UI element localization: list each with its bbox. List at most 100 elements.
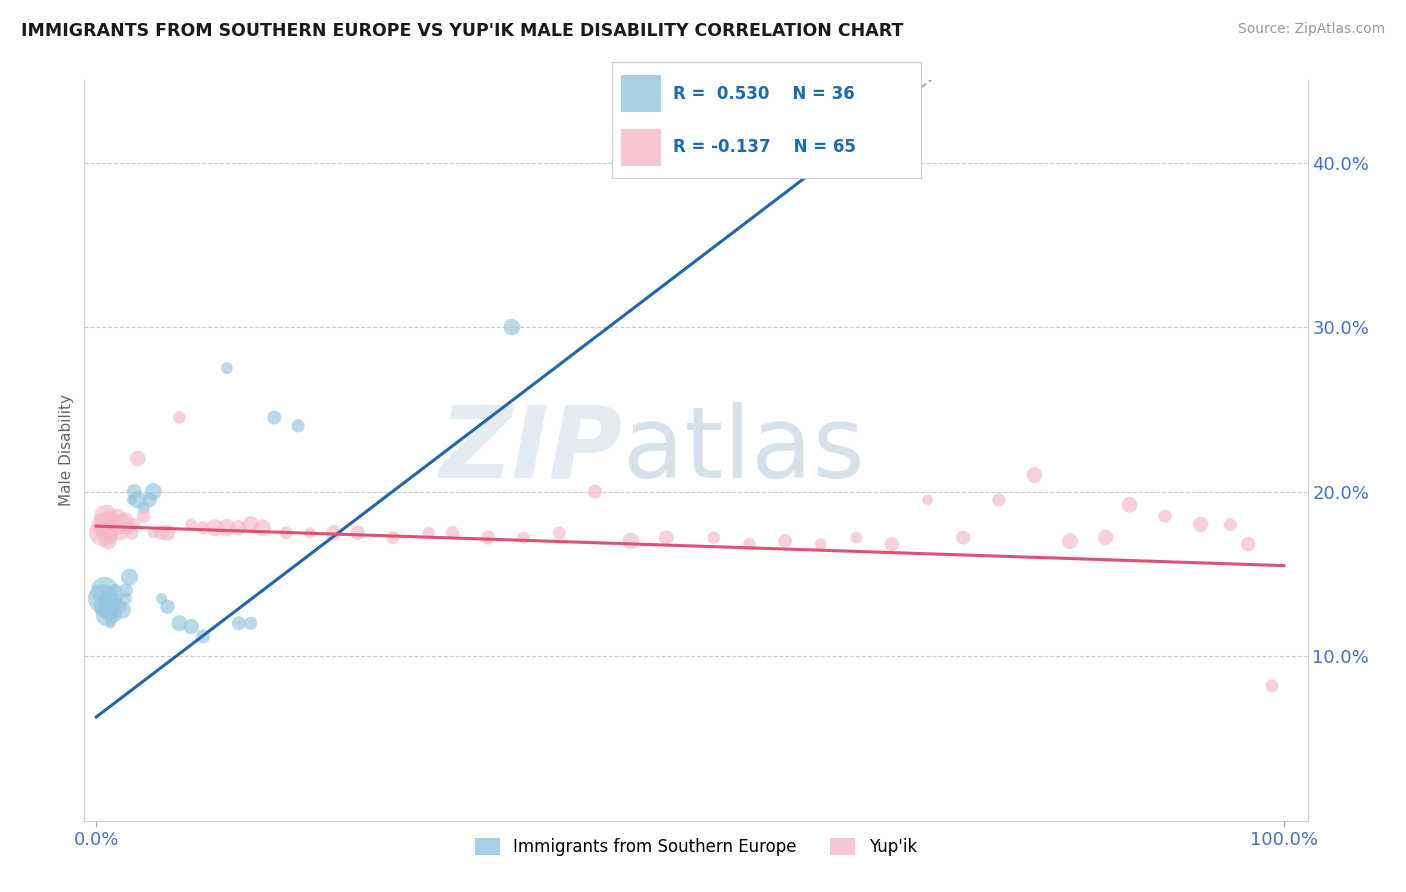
Point (94, 509, 117, 524)
Text: atlas: atlas (623, 402, 865, 499)
Point (98, 586, 121, 600)
Point (108, 525, 131, 540)
Point (104, 514, 127, 528)
Point (477, 531, 499, 545)
Point (107, 591, 129, 606)
Point (215, 361, 238, 376)
Point (548, 525, 571, 540)
Point (501, 320, 523, 334)
Point (104, 583, 127, 598)
Point (97, 603, 120, 617)
Point (583, 484, 606, 499)
Point (1219, 517, 1241, 532)
Point (1261, 679, 1284, 693)
Point (118, 521, 141, 535)
Point (127, 492, 149, 507)
Point (156, 525, 179, 540)
Point (115, 591, 138, 606)
Point (100, 616, 122, 631)
Point (1059, 533, 1081, 548)
Point (115, 521, 138, 535)
Point (132, 509, 155, 524)
Point (346, 525, 368, 540)
Point (103, 517, 125, 532)
Point (180, 517, 202, 532)
Bar (621, 75, 661, 112)
Point (620, 533, 643, 548)
Point (228, 616, 250, 631)
Point (810, 537, 832, 551)
Point (93, 517, 115, 532)
Point (287, 418, 309, 433)
Point (239, 517, 262, 532)
Point (101, 521, 124, 535)
Point (191, 521, 214, 535)
Point (132, 501, 155, 516)
Legend: Immigrants from Southern Europe, Yup'ik: Immigrants from Southern Europe, Yup'ik (467, 830, 925, 864)
Point (150, 591, 173, 606)
Point (103, 607, 125, 622)
Point (169, 616, 191, 631)
Point (100, 531, 122, 545)
Point (215, 521, 238, 535)
Point (513, 531, 536, 545)
Point (1237, 537, 1260, 551)
Point (142, 525, 165, 540)
Point (169, 410, 191, 425)
Point (115, 512, 138, 526)
Point (987, 492, 1010, 507)
Text: R = -0.137    N = 65: R = -0.137 N = 65 (673, 138, 856, 156)
Point (97, 521, 120, 535)
Point (150, 525, 173, 540)
Point (111, 514, 134, 528)
Point (703, 531, 725, 545)
Point (122, 484, 145, 499)
Point (180, 619, 202, 633)
Point (142, 484, 165, 499)
Point (96, 607, 118, 622)
Point (252, 521, 274, 535)
Point (1118, 498, 1140, 512)
Point (773, 533, 796, 548)
Point (204, 521, 226, 535)
Point (121, 525, 143, 540)
Point (880, 537, 903, 551)
Point (108, 599, 131, 614)
Point (382, 531, 405, 545)
Text: ZIP: ZIP (440, 402, 623, 499)
Point (441, 525, 464, 540)
Point (100, 607, 122, 622)
Point (96, 525, 118, 540)
Point (655, 531, 678, 545)
Point (322, 525, 344, 540)
Point (118, 570, 141, 584)
Point (952, 531, 974, 545)
Point (1189, 517, 1212, 532)
Point (156, 599, 179, 614)
Point (103, 525, 125, 540)
Point (127, 451, 149, 466)
Point (298, 525, 321, 540)
Point (97, 595, 120, 609)
Point (276, 525, 298, 540)
Point (1154, 509, 1177, 524)
Text: IMMIGRANTS FROM SOUTHERN EUROPE VS YUP'IK MALE DISABILITY CORRELATION CHART: IMMIGRANTS FROM SOUTHERN EUROPE VS YUP'I… (21, 22, 904, 40)
Point (107, 509, 129, 524)
Point (845, 531, 868, 545)
Point (1024, 468, 1046, 483)
Point (91, 591, 114, 606)
Point (97, 533, 120, 548)
Point (1094, 531, 1116, 545)
Point (122, 517, 145, 532)
Point (738, 537, 761, 551)
Point (103, 597, 125, 611)
Point (94, 599, 117, 614)
Point (239, 616, 262, 631)
Point (111, 603, 134, 617)
Point (917, 492, 939, 507)
Point (418, 525, 440, 540)
Point (115, 583, 138, 598)
Point (101, 599, 124, 614)
Point (121, 492, 143, 507)
Text: R =  0.530    N = 36: R = 0.530 N = 36 (673, 85, 855, 103)
